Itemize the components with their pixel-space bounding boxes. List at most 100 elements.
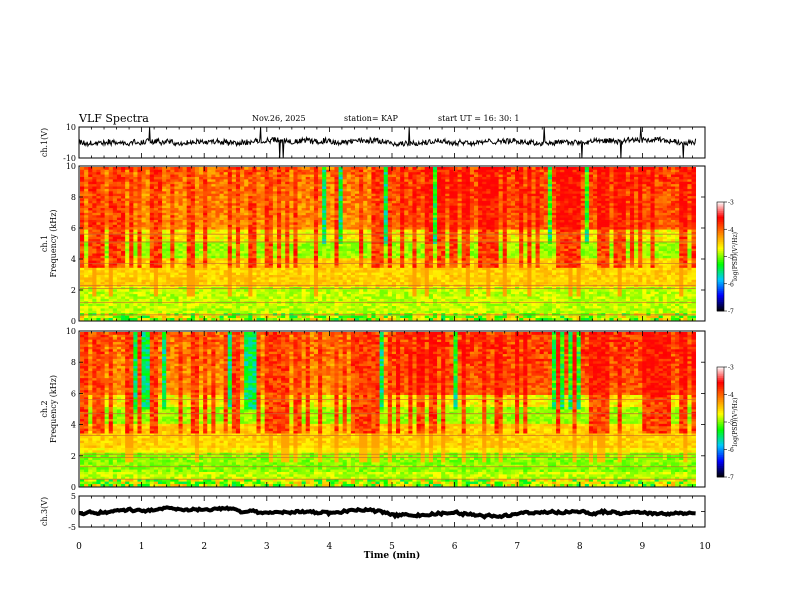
spectrogram-cell (244, 276, 249, 280)
spectrogram-cell (194, 272, 200, 275)
spectrogram-cell (593, 250, 598, 254)
spectrogram-cell (153, 248, 159, 252)
spectrogram-cell (227, 317, 233, 321)
spectrogram-cell (289, 312, 294, 316)
spectrogram-cell (527, 269, 532, 273)
spectrogram-cell (560, 303, 565, 307)
spectrogram-cell (346, 260, 352, 264)
spectrogram-cell (613, 303, 619, 307)
spectrogram-cell (166, 250, 171, 254)
spectrogram-cell (597, 250, 602, 254)
spectrogram-cell (428, 312, 434, 316)
spectrogram-cell (527, 279, 532, 283)
spectrogram-cell (326, 265, 331, 268)
spectrogram-cell (272, 305, 278, 309)
spectrogram-cell (88, 253, 93, 256)
spectrogram-cell (486, 286, 491, 290)
spectrogram-cell (625, 245, 631, 249)
spectrogram-cell (445, 241, 450, 244)
spectrogram-cell (404, 250, 409, 254)
spectrogram-cell (605, 272, 610, 275)
spectrogram-cell (272, 281, 278, 285)
spectrogram-cell (564, 317, 569, 321)
spectrogram-cell (404, 308, 409, 311)
spectrogram-cell (625, 286, 631, 290)
spectrogram-cell (621, 276, 627, 280)
spectrogram-cell (219, 260, 225, 264)
spectrogram-cell (510, 291, 516, 295)
spectrogram-cell (547, 286, 553, 290)
spectrogram-cell (215, 317, 220, 321)
spectrogram-cell (190, 257, 196, 261)
spectrogram-cell (285, 317, 290, 321)
spectrogram-cell (116, 245, 122, 249)
spectrogram-cell (502, 243, 508, 247)
spectrogram-cell (482, 281, 487, 285)
spectrogram-cell (170, 260, 175, 264)
spectrogram-cell (116, 293, 122, 297)
spectrogram-cell (675, 312, 680, 316)
spectrogram-cell (658, 286, 664, 290)
spectrogram-cell (642, 310, 647, 314)
spectrogram-cell (108, 265, 114, 268)
spectrogram-cell (662, 279, 668, 283)
spectrogram-cell (539, 269, 545, 273)
spectrogram-cell (137, 308, 142, 311)
spectrogram-cell (157, 260, 163, 264)
spectrogram-cell (449, 250, 454, 254)
spectrogram-cell (547, 310, 553, 314)
spectrogram-cell (461, 248, 467, 252)
spectrogram-cell (416, 250, 422, 254)
spectrogram-cell (350, 257, 356, 261)
spectrogram-cell (457, 293, 463, 297)
spectrogram-cell (683, 298, 688, 302)
spectrogram-cell (634, 260, 639, 264)
spectrogram-cell (194, 305, 200, 309)
spectrogram-cell (285, 245, 290, 249)
spectrogram-cell (383, 308, 389, 311)
spectrogram-cell (252, 267, 257, 271)
spectrogram-cell (92, 281, 97, 285)
spectrogram-cell (215, 274, 220, 278)
spectrogram-cell (84, 276, 89, 280)
spectrogram-cell (342, 248, 348, 252)
spectrogram-cell (350, 265, 356, 268)
spectrogram-cell (535, 298, 541, 302)
spectrogram-cell (547, 296, 553, 299)
spectrogram-cell (679, 255, 684, 259)
spectrogram-cell (330, 303, 335, 307)
spectrogram-cell (231, 241, 237, 244)
spectrogram-cell (457, 255, 463, 259)
spectrogram-cell (104, 238, 110, 242)
spectrogram-cell (231, 260, 237, 264)
spectrogram-cell (84, 310, 89, 314)
spectrogram-cell (235, 245, 241, 249)
spectrogram-cell (539, 310, 545, 314)
spectrogram-cell (568, 245, 573, 249)
spectrogram-cell (301, 298, 307, 302)
spectrogram-cell (519, 245, 524, 249)
spectrogram-cell (252, 265, 257, 268)
spectrogram-cell (601, 279, 606, 283)
spectrogram-cell (129, 317, 134, 321)
spectrogram-cell (190, 241, 196, 244)
spectrogram-cell (510, 265, 516, 268)
spectrogram-cell (428, 257, 434, 261)
spectrogram-cell (597, 267, 602, 271)
spectrogram-cell (621, 312, 627, 316)
spectrogram-cell (116, 291, 122, 295)
spectrogram-cell (338, 286, 344, 290)
spectrogram-cell (240, 241, 245, 244)
spectrogram-cell (199, 272, 204, 275)
spectrogram-cell (141, 272, 147, 275)
spectrogram-cell (190, 269, 196, 273)
spectrogram-cell (576, 248, 582, 252)
spectrogram-cell (670, 315, 676, 319)
spectrogram-cell (658, 281, 664, 285)
spectrogram-cell (609, 265, 614, 268)
spectrogram-cell (453, 245, 458, 249)
spectrogram-cell (576, 281, 582, 285)
spectrogram-cell (510, 281, 516, 285)
spectrogram-cell (367, 281, 372, 285)
spectrogram-cell (186, 293, 192, 297)
